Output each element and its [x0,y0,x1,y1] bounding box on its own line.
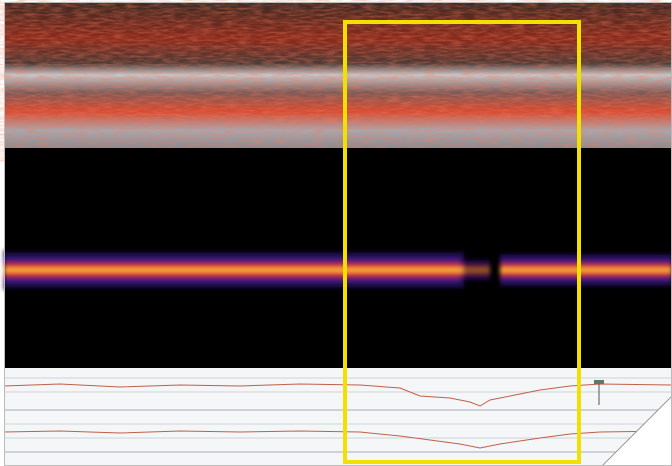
scan-band [4,250,672,290]
trace-panel [4,368,672,466]
marker [594,380,604,384]
